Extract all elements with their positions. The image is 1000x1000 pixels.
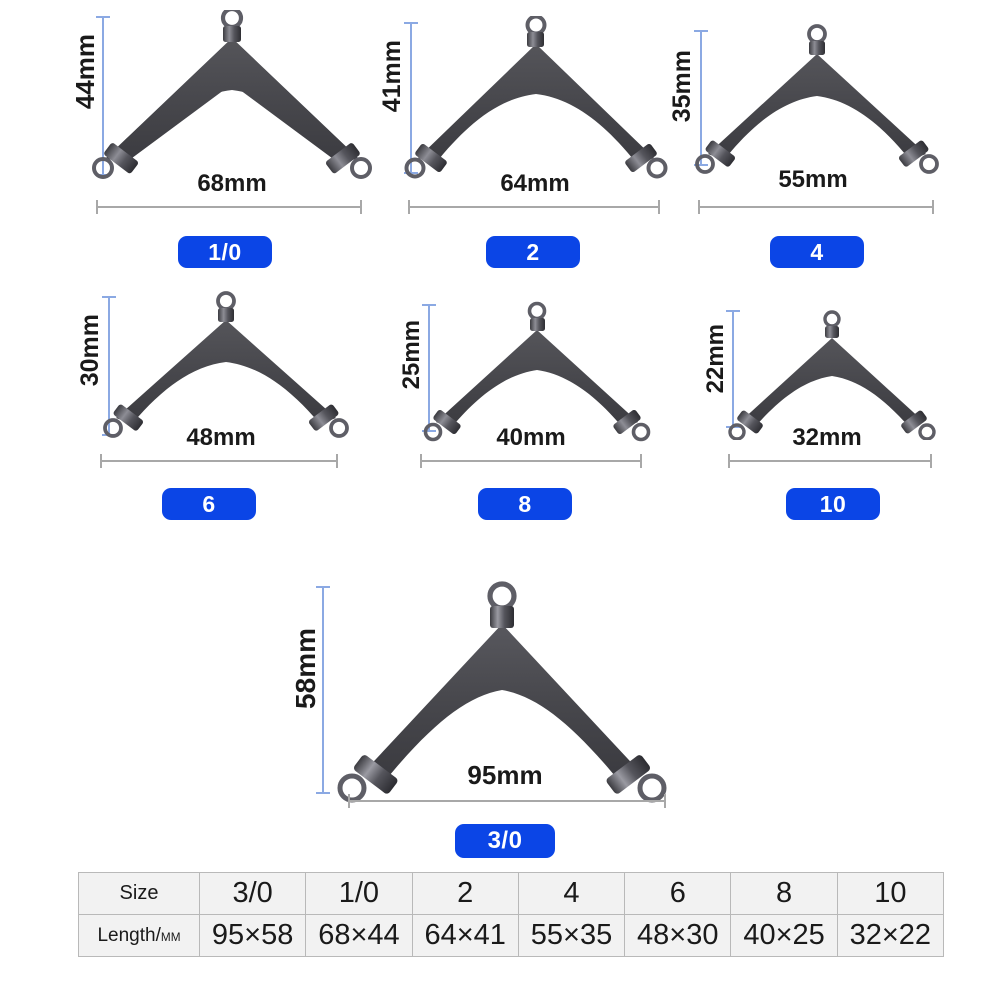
length-cell-4: 48×30 [624,914,732,957]
length-label: 48mm [186,424,256,451]
size-cell-0: 3/0 [198,872,307,915]
length-label: 68mm [197,170,267,197]
swivel-rig-illustration [312,578,692,808]
size-cell-6: 10 [836,872,945,915]
swivel-rig-illustration [404,16,668,182]
specimen-10: 22mm [690,288,980,520]
length-cell-0: 95×58 [198,914,307,957]
size-cell-4: 6 [624,872,732,915]
length-cell-3: 55×35 [517,914,626,957]
length-cell-6: 32×22 [836,914,945,957]
height-dimension-line [404,22,418,174]
length-label: 32mm [792,424,862,451]
height-label: 35mm [668,50,696,123]
height-label: 30mm [76,314,104,387]
size-cell-3: 4 [517,872,626,915]
row-header-length-unit: MM [160,930,181,944]
size-cell-2: 2 [411,872,519,915]
size-cell-5: 8 [730,872,838,915]
length-cell-5: 40×25 [730,914,838,957]
specimen-6: 30mm [76,288,372,520]
specimen-4: 35mm [668,8,962,268]
specification-table: Size 3/0 1/0 2 4 6 8 10 Length/MM 95×58 … [78,872,945,957]
length-cell-2: 64×41 [411,914,519,957]
height-dimension-line [316,586,330,794]
size-badge-6[interactable]: 6 [162,488,256,520]
length-label: 64mm [500,170,570,197]
length-dimension-line [408,200,660,214]
row-header-length: Length/MM [78,914,200,957]
specimen-1-0: 44mm [70,8,372,268]
length-label: 55mm [778,166,848,193]
swivel-rig-illustration [694,22,940,178]
specimen-2: 41mm [378,8,678,268]
size-badge-10[interactable]: 10 [786,488,880,520]
length-cell-1: 68×44 [305,914,413,957]
height-label: 25mm [398,320,425,390]
height-label: 41mm [378,40,406,113]
row-header-size: Size [78,872,200,915]
length-label: 40mm [496,424,566,451]
table-row-size: Size 3/0 1/0 2 4 6 8 10 [78,872,945,915]
height-dimension-line [694,30,708,166]
swivel-rig-illustration [422,298,652,442]
specimen-8: 25mm [394,288,684,520]
length-dimension-line [698,200,934,214]
length-dimension-line [100,454,338,468]
length-dimension-line [348,794,666,808]
size-badge-3-0[interactable]: 3/0 [455,824,555,858]
size-badge-2[interactable]: 2 [486,236,580,268]
specimen-3-0: 58mm [290,566,700,860]
length-label: 95mm [467,760,543,790]
swivel-rig-illustration [102,290,350,440]
size-badge-8[interactable]: 8 [478,488,572,520]
size-badge-1-0[interactable]: 1/0 [178,236,272,268]
length-dimension-line [96,200,362,214]
length-dimension-line [420,454,642,468]
table-row-length: Length/MM 95×58 68×44 64×41 55×35 48×30 … [78,914,945,957]
size-badge-4[interactable]: 4 [770,236,864,268]
swivel-rig-illustration [726,304,938,440]
swivel-rig-illustration [92,10,372,182]
length-dimension-line [728,454,932,468]
row-header-length-text: Length/ [97,924,161,946]
height-label: 22mm [702,324,729,394]
height-dimension-line [422,304,436,432]
size-cell-1: 1/0 [305,872,413,915]
